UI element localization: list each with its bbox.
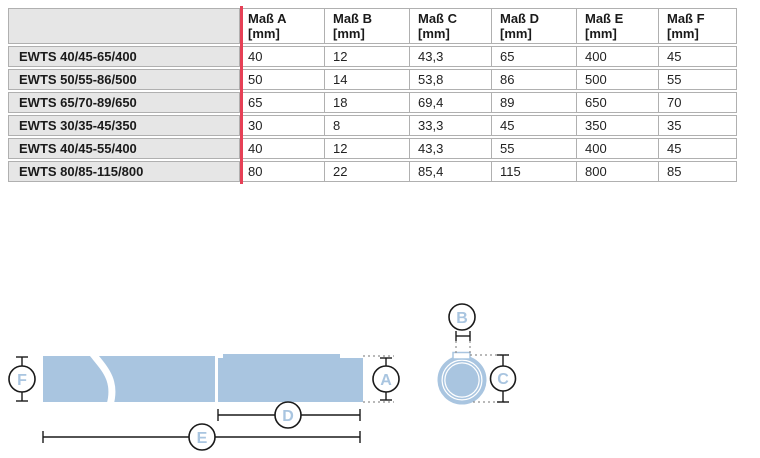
label-b: B (456, 310, 468, 327)
inner-ring (442, 360, 482, 400)
break-line (89, 350, 116, 406)
column-unit: [mm] (585, 26, 617, 41)
cell-f: 45 (659, 46, 737, 67)
dimension-f: F (8, 356, 36, 402)
cell-a: 50 (240, 69, 325, 90)
cell-f: 35 (659, 115, 737, 136)
cell-e: 350 (577, 115, 659, 136)
column-title: Maß D (500, 11, 539, 26)
sleeve-right-body (218, 354, 363, 402)
cell-b: 8 (325, 115, 410, 136)
row-label: EWTS 80/85-115/800 (8, 161, 240, 182)
dimension-d: D (217, 401, 361, 429)
cell-d: 65 (492, 46, 577, 67)
cell-d: 45 (492, 115, 577, 136)
row-label: EWTS 30/35-45/350 (8, 115, 240, 136)
corner-cell (8, 8, 240, 44)
header-row: Maß A [mm] Maß B [mm] Maß C [mm] Maß D [… (8, 8, 737, 44)
cell-c: 53,8 (410, 69, 492, 90)
column-title: Maß A (248, 11, 287, 26)
label-a: A (380, 372, 392, 389)
cell-f: 70 (659, 92, 737, 113)
column-header-d: Maß D [mm] (492, 8, 577, 44)
column-unit: [mm] (667, 26, 699, 41)
label-d: D (282, 408, 294, 425)
dimension-b: B (448, 303, 476, 354)
dimension-table-section: Maß A [mm] Maß B [mm] Maß C [mm] Maß D [… (8, 6, 737, 184)
label-bubble-c (489, 365, 517, 392)
label-bubble-f (8, 365, 36, 393)
cell-e: 500 (577, 69, 659, 90)
cell-e: 400 (577, 46, 659, 67)
cross-section: B C (437, 303, 517, 405)
cell-f: 55 (659, 69, 737, 90)
technical-drawing: F A D E (8, 303, 517, 451)
core-disc (445, 363, 479, 397)
cell-a: 65 (240, 92, 325, 113)
table-row: EWTS 40/45-65/400 40 12 43,3 65 400 45 (8, 46, 737, 67)
cell-c: 33,3 (410, 115, 492, 136)
row-label: EWTS 40/45-65/400 (8, 46, 240, 67)
column-header-c: Maß C [mm] (410, 8, 492, 44)
sleeve-left-body (43, 356, 215, 402)
cell-c: 85,4 (410, 161, 492, 182)
table-row: EWTS 65/70-89/650 65 18 69,4 89 650 70 (8, 92, 737, 113)
dimension-c: C (470, 354, 517, 403)
row-label: EWTS 50/55-86/500 (8, 69, 240, 90)
row-label: EWTS 65/70-89/650 (8, 92, 240, 113)
cell-c: 43,3 (410, 46, 492, 67)
cell-e: 400 (577, 138, 659, 159)
cell-d: 86 (492, 69, 577, 90)
cell-b: 22 (325, 161, 410, 182)
side-view: F A D E (8, 350, 400, 451)
cell-a: 40 (240, 138, 325, 159)
cell-d: 89 (492, 92, 577, 113)
column-title: Maß C (418, 11, 457, 26)
column-unit: [mm] (333, 26, 365, 41)
column-header-b: Maß B [mm] (325, 8, 410, 44)
column-header-a: Maß A [mm] (240, 8, 325, 44)
top-notch (452, 351, 471, 360)
label-bubble-d (274, 401, 302, 429)
cell-b: 12 (325, 46, 410, 67)
dimension-e: E (42, 423, 361, 451)
column-title: Maß F (667, 11, 705, 26)
label-f: F (17, 372, 27, 389)
table-row: EWTS 30/35-45/350 30 8 33,3 45 350 35 (8, 115, 737, 136)
column-header-e: Maß E [mm] (577, 8, 659, 44)
dimension-table: Maß A [mm] Maß B [mm] Maß C [mm] Maß D [… (8, 6, 737, 184)
table-row: EWTS 50/55-86/500 50 14 53,8 86 500 55 (8, 69, 737, 90)
cell-e: 800 (577, 161, 659, 182)
table-row: EWTS 40/45-55/400 40 12 43,3 55 400 45 (8, 138, 737, 159)
label-bubble-a (372, 365, 400, 393)
cell-b: 12 (325, 138, 410, 159)
column-header-f: Maß F [mm] (659, 8, 737, 44)
table-row: EWTS 80/85-115/800 80 22 85,4 115 800 85 (8, 161, 737, 182)
row-label: EWTS 40/45-55/400 (8, 138, 240, 159)
column-unit: [mm] (418, 26, 450, 41)
column-unit: [mm] (248, 26, 280, 41)
dimension-a: A (363, 355, 400, 403)
column-title: Maß B (333, 11, 372, 26)
cell-a: 80 (240, 161, 325, 182)
label-bubble-e (188, 423, 216, 451)
cell-b: 14 (325, 69, 410, 90)
cell-e: 650 (577, 92, 659, 113)
cell-a: 40 (240, 46, 325, 67)
cell-d: 55 (492, 138, 577, 159)
label-bubble-b (448, 303, 476, 331)
label-e: E (197, 430, 208, 447)
cell-d: 115 (492, 161, 577, 182)
cell-c: 69,4 (410, 92, 492, 113)
cell-c: 43,3 (410, 138, 492, 159)
cell-f: 85 (659, 161, 737, 182)
cell-f: 45 (659, 138, 737, 159)
cell-b: 18 (325, 92, 410, 113)
column-unit: [mm] (500, 26, 532, 41)
cell-a: 30 (240, 115, 325, 136)
column-title: Maß E (585, 11, 624, 26)
label-c: C (497, 371, 509, 388)
